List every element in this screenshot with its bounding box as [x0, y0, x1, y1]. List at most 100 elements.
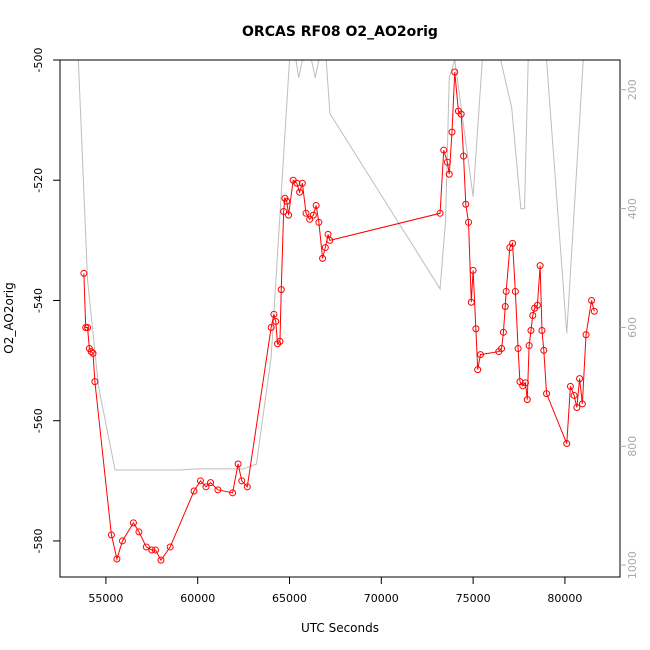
- o2-line: [83, 71, 595, 562]
- o2-point-84: [538, 327, 546, 335]
- o2-point-34: [283, 197, 291, 205]
- o2-point-66: [498, 345, 506, 353]
- o2-point-44: [315, 218, 323, 226]
- o2-point-69: [502, 287, 510, 295]
- o2-point-76: [521, 379, 529, 387]
- o2-point-43: [312, 201, 320, 209]
- o2-point-68: [501, 302, 509, 310]
- x-axis: 55000 60000 65000 70000 75000 80000: [88, 577, 582, 605]
- o2-point-15: [157, 556, 165, 564]
- o2-point-53: [448, 128, 456, 136]
- o2-point-29: [274, 340, 282, 348]
- o2-point-28: [272, 318, 280, 326]
- o2-point-2: [84, 324, 92, 332]
- o2-point-30: [276, 337, 284, 345]
- o2-point-8: [113, 555, 121, 563]
- o2-point-45: [319, 254, 327, 262]
- o2-point-21: [214, 486, 222, 494]
- o2-point-95: [590, 307, 598, 315]
- y2-tick-label-0: 200: [626, 79, 639, 100]
- y2-tick-label-1: 400: [626, 198, 639, 219]
- o2-point-60: [467, 298, 475, 306]
- o2-point-58: [462, 200, 470, 208]
- o2-point-19: [202, 483, 210, 491]
- o2-point-72: [511, 287, 519, 295]
- o2-point-42: [309, 211, 317, 219]
- o2-point-22: [229, 489, 237, 497]
- o2-point-41: [306, 215, 314, 223]
- pressure-series: [77, 60, 593, 471]
- o2-point-46: [321, 244, 329, 252]
- o2-point-54: [451, 68, 459, 76]
- o2-point-32: [280, 207, 288, 215]
- o2-point-51: [443, 158, 451, 166]
- y2-tick-label-2: 600: [626, 317, 639, 338]
- y-tick-label-1: -560: [32, 408, 45, 433]
- o2-point-91: [576, 375, 584, 383]
- o2-point-94: [588, 296, 596, 304]
- o2-point-77: [523, 396, 531, 404]
- o2-point-47: [324, 230, 332, 238]
- o2-point-20: [207, 479, 215, 487]
- o2-point-18: [196, 477, 204, 485]
- o2-point-62: [472, 325, 480, 333]
- o2-point-61: [469, 266, 477, 274]
- o2-point-78: [525, 342, 533, 350]
- y-tick-label-0: -580: [32, 528, 45, 553]
- y2-tick-label-4: 1000: [626, 551, 639, 579]
- o2-point-9: [118, 537, 126, 545]
- o2-point-71: [509, 239, 517, 247]
- o2-point-83: [536, 262, 544, 270]
- o2-point-50: [440, 146, 448, 154]
- o2-point-16: [166, 543, 174, 551]
- o2-point-88: [566, 382, 574, 390]
- x-tick-label-0: 55000: [88, 592, 123, 605]
- o2-point-57: [460, 152, 468, 160]
- o2-point-0: [80, 269, 88, 277]
- o2-point-14: [151, 546, 159, 554]
- o2-point-27: [270, 310, 278, 318]
- o2-point-25: [243, 483, 251, 491]
- x-axis-label: UTC Seconds: [301, 621, 379, 635]
- o2-point-56: [457, 110, 465, 118]
- o2-point-59: [465, 218, 473, 226]
- y-axis: -580 -560 -540 -520 -500: [32, 48, 60, 553]
- o2-point-7: [107, 531, 115, 539]
- o2-point-40: [302, 209, 310, 217]
- o2-point-26: [267, 324, 275, 332]
- plot-frame: [59, 59, 621, 578]
- o2-point-39: [298, 179, 306, 187]
- o2-point-4: [87, 348, 95, 356]
- o2-point-89: [570, 391, 578, 399]
- o2-point-85: [540, 346, 548, 354]
- pressure-line: [77, 60, 593, 471]
- o2-point-5: [89, 349, 97, 357]
- o2-point-73: [514, 345, 522, 353]
- o2-point-1: [82, 324, 90, 332]
- y-tick-label-3: -520: [32, 168, 45, 193]
- o2-point-49: [436, 209, 444, 217]
- o2-point-12: [142, 543, 150, 551]
- o2-point-52: [445, 170, 453, 178]
- o2-point-93: [582, 331, 590, 339]
- o2-point-79: [527, 327, 535, 335]
- o2-point-82: [533, 301, 541, 309]
- o2-point-17: [190, 487, 198, 495]
- o2-point-92: [578, 400, 586, 408]
- o2-point-67: [499, 328, 507, 336]
- o2-point-23: [234, 460, 242, 468]
- y2-tick-label-3: 800: [626, 436, 639, 457]
- x-tick-label-3: 70000: [364, 592, 399, 605]
- x-tick-label-5: 80000: [547, 592, 582, 605]
- o2-point-11: [135, 528, 143, 536]
- o2-point-87: [563, 440, 571, 448]
- o2-point-64: [476, 351, 484, 359]
- o2-point-48: [326, 236, 334, 244]
- chart-title: ORCAS RF08 O2_AO2orig: [242, 24, 438, 40]
- y2-axis: 200 400 600 800 1000: [620, 79, 639, 579]
- y-axis-label: O2_AO2orig: [2, 282, 16, 353]
- o2-point-90: [573, 403, 581, 411]
- o2-point-6: [91, 378, 99, 386]
- x-tick-label-4: 75000: [456, 592, 491, 605]
